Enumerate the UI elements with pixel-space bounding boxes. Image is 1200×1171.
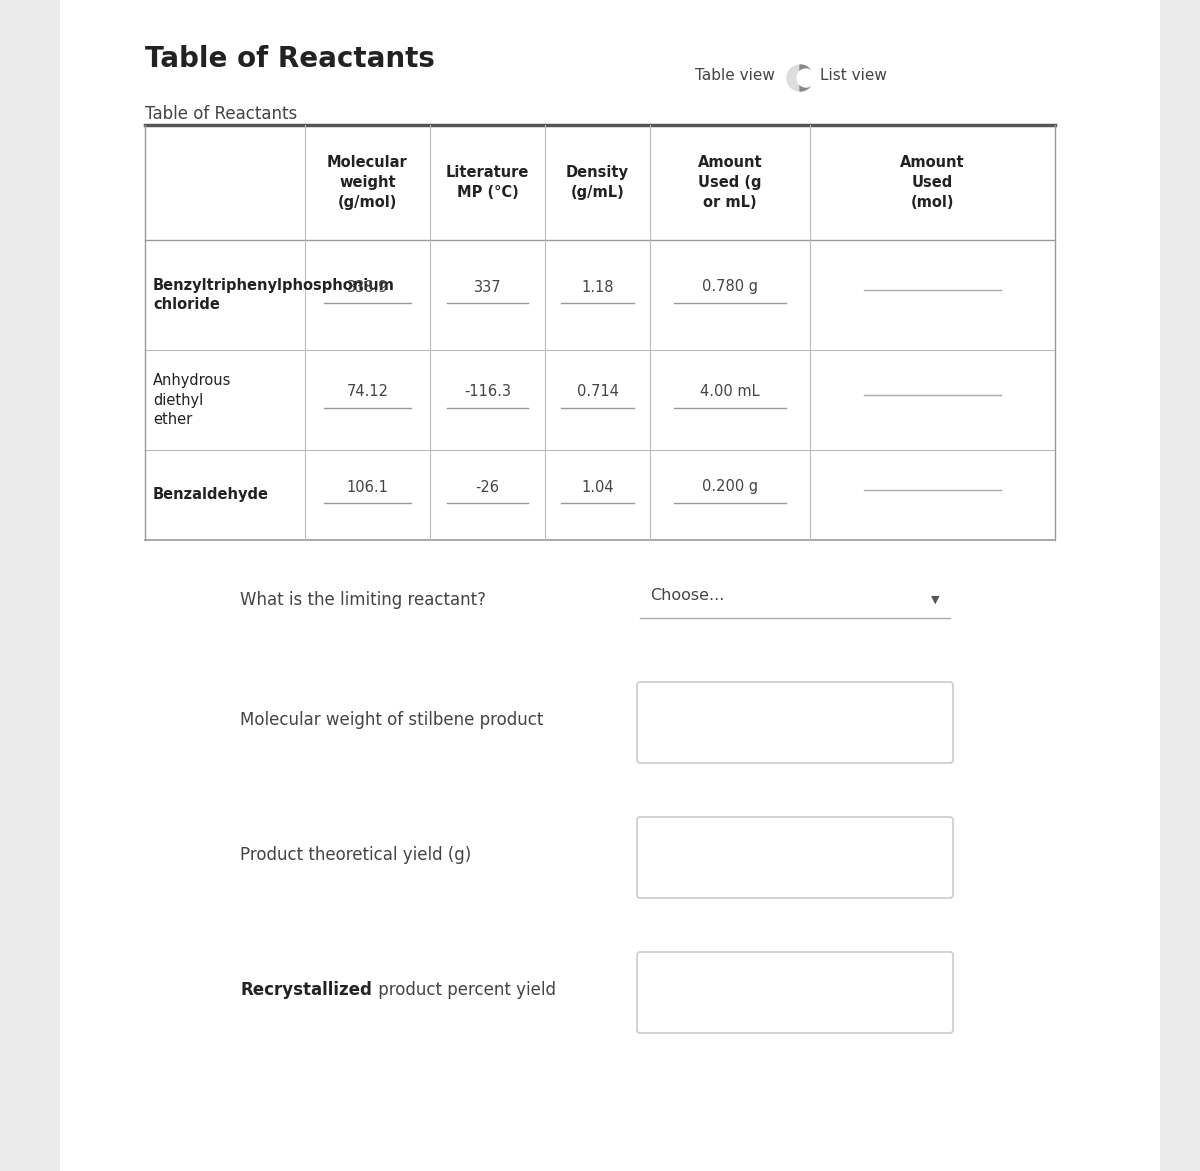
Text: 74.12: 74.12 <box>347 384 389 399</box>
Text: What is the limiting reactant?: What is the limiting reactant? <box>240 591 486 609</box>
Text: Choose...: Choose... <box>650 588 725 603</box>
Text: 1.18: 1.18 <box>581 280 613 294</box>
Text: 4.00 mL: 4.00 mL <box>700 384 760 399</box>
Text: Benzaldehyde: Benzaldehyde <box>154 487 269 502</box>
Text: -116.3: -116.3 <box>464 384 511 399</box>
FancyBboxPatch shape <box>637 817 953 898</box>
Bar <box>145 125 1055 540</box>
Text: List view: List view <box>820 68 887 83</box>
FancyBboxPatch shape <box>60 0 1160 1171</box>
Wedge shape <box>800 66 814 91</box>
Text: -26: -26 <box>475 479 499 494</box>
Text: Amount
Used (g
or mL): Amount Used (g or mL) <box>697 156 762 210</box>
Text: 0.780 g: 0.780 g <box>702 280 758 294</box>
Text: Table of Reactants: Table of Reactants <box>145 105 298 123</box>
Text: 0.200 g: 0.200 g <box>702 479 758 494</box>
Text: product percent yield: product percent yield <box>373 981 556 999</box>
Text: Anhydrous
diethyl
ether: Anhydrous diethyl ether <box>154 372 232 427</box>
Text: Benzyltriphenylphosphonium
chloride: Benzyltriphenylphosphonium chloride <box>154 278 395 313</box>
Circle shape <box>797 69 815 87</box>
Text: Table of Reactants: Table of Reactants <box>145 44 434 73</box>
Text: Literature
MP (°C): Literature MP (°C) <box>446 165 529 200</box>
Text: 0.714: 0.714 <box>576 384 618 399</box>
Text: Recrystallized: Recrystallized <box>240 981 372 999</box>
Text: 338.9: 338.9 <box>347 280 389 294</box>
Circle shape <box>787 66 814 91</box>
Text: ▼: ▼ <box>931 595 940 605</box>
Text: Product theoretical yield (g): Product theoretical yield (g) <box>240 845 472 864</box>
Text: 1.04: 1.04 <box>581 479 614 494</box>
Text: Amount
Used
(mol): Amount Used (mol) <box>900 156 965 210</box>
Text: Molecular weight of stilbene product: Molecular weight of stilbene product <box>240 711 544 730</box>
Text: 337: 337 <box>474 280 502 294</box>
Text: Density
(g/mL): Density (g/mL) <box>566 165 629 200</box>
Text: 106.1: 106.1 <box>347 479 389 494</box>
Text: Table view: Table view <box>695 68 775 83</box>
Text: Molecular
weight
(g/mol): Molecular weight (g/mol) <box>328 156 408 210</box>
FancyBboxPatch shape <box>637 682 953 763</box>
FancyBboxPatch shape <box>637 952 953 1033</box>
